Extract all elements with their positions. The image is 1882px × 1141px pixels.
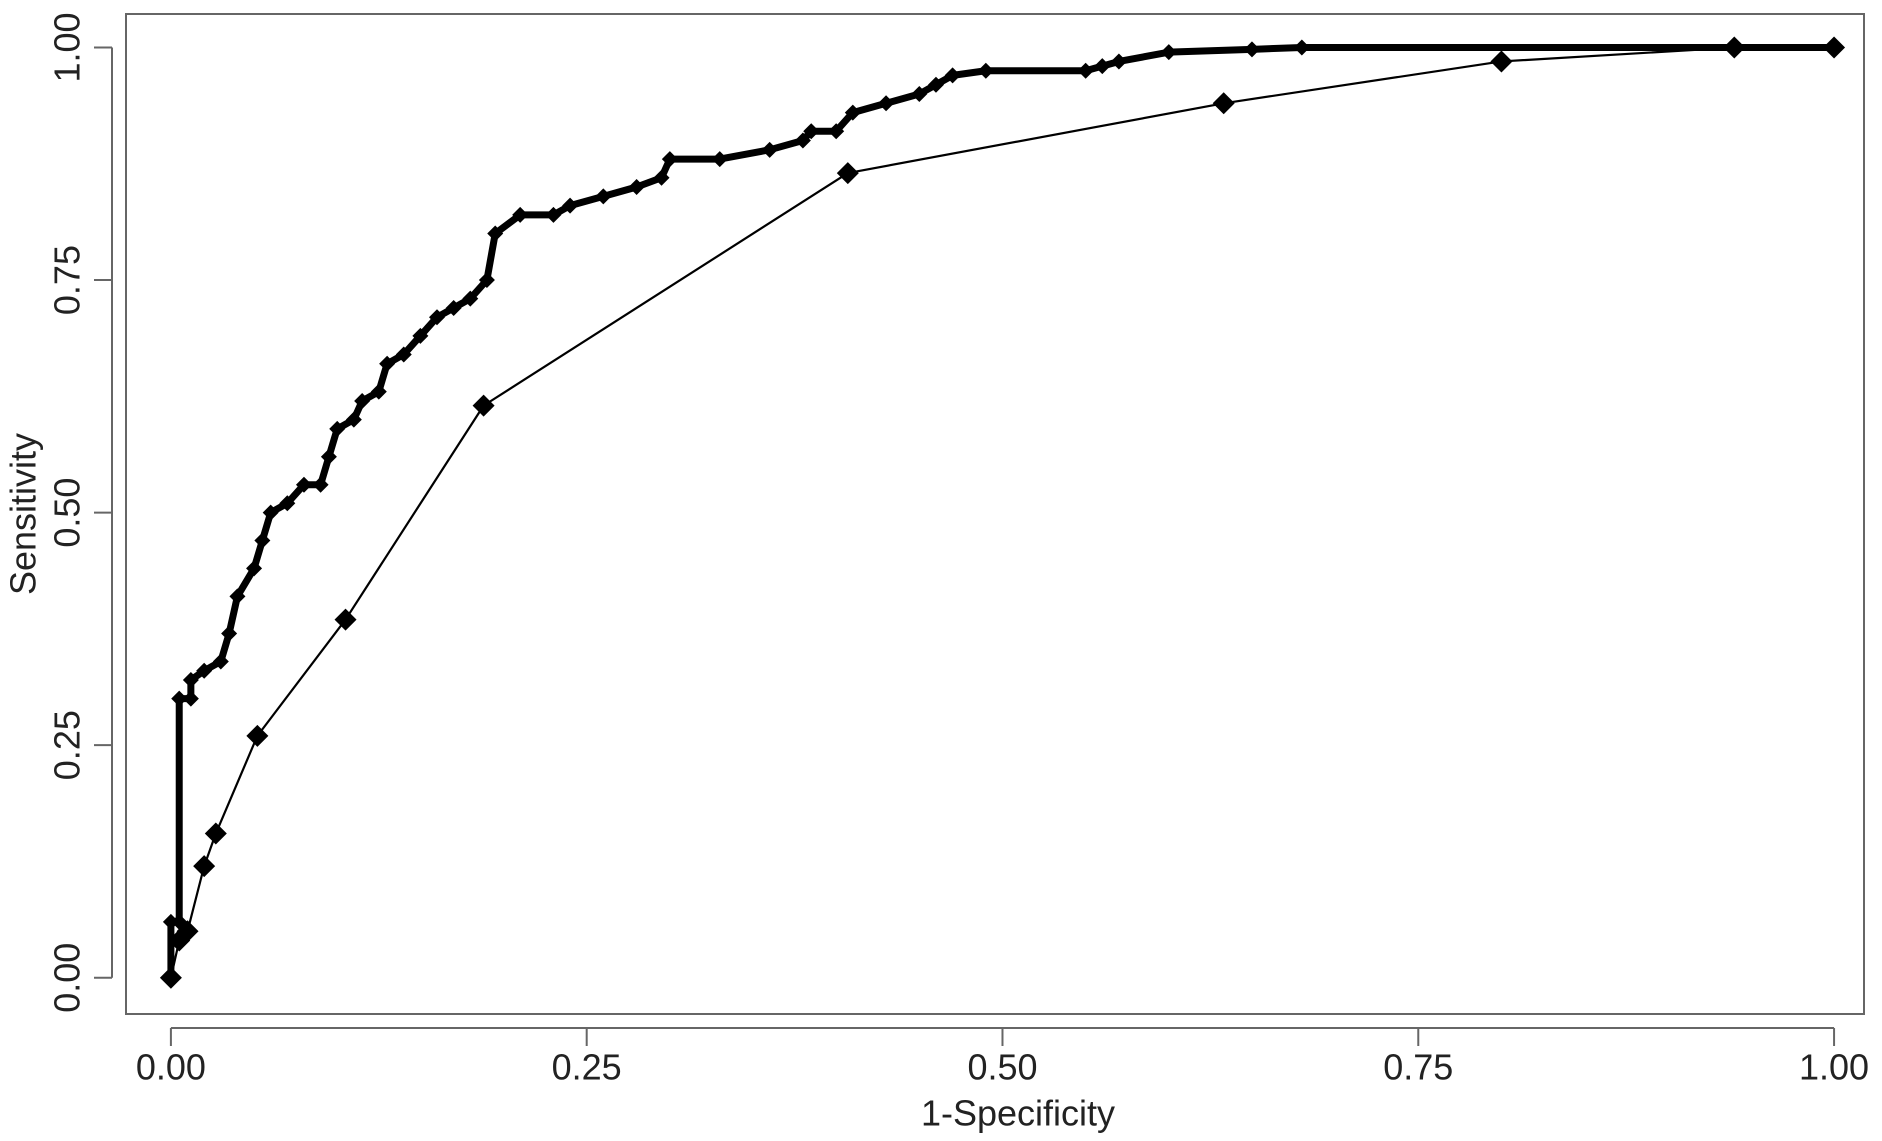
point-marker bbox=[927, 76, 944, 93]
y-tick-label: 0.75 bbox=[47, 245, 88, 315]
point-marker bbox=[345, 411, 362, 428]
point-marker bbox=[1293, 39, 1310, 56]
point-marker bbox=[229, 588, 246, 605]
point-marker bbox=[1823, 36, 1846, 59]
point-marker bbox=[182, 690, 199, 707]
point-marker bbox=[295, 476, 312, 493]
point-marker bbox=[1212, 92, 1235, 115]
point-marker bbox=[761, 141, 778, 158]
point-marker bbox=[478, 272, 495, 289]
point-marker bbox=[836, 162, 859, 185]
point-marker bbox=[472, 394, 495, 417]
point-marker bbox=[254, 532, 271, 549]
plot-frame bbox=[125, 13, 1865, 1015]
point-marker bbox=[162, 913, 179, 930]
x-tick-label: 0.00 bbox=[136, 1047, 206, 1088]
x-tick-label: 1.00 bbox=[1799, 1047, 1869, 1088]
y-axis-title: Sensitivity bbox=[3, 433, 44, 595]
point-marker bbox=[944, 67, 961, 84]
point-marker bbox=[595, 188, 612, 205]
point-marker bbox=[653, 169, 670, 186]
point-marker bbox=[545, 206, 562, 223]
point-marker bbox=[794, 132, 811, 149]
point-marker bbox=[711, 151, 728, 168]
point-marker bbox=[429, 309, 446, 326]
x-tick-label: 0.75 bbox=[1383, 1047, 1453, 1088]
point-marker bbox=[878, 95, 895, 112]
point-marker bbox=[1243, 41, 1260, 58]
point-marker bbox=[412, 327, 429, 344]
point-marker bbox=[159, 966, 182, 989]
point-marker bbox=[911, 86, 928, 102]
point-marker bbox=[1094, 58, 1111, 75]
x-axis-title: 1-Specificity bbox=[921, 1093, 1115, 1134]
point-marker bbox=[628, 179, 645, 196]
point-marker bbox=[828, 123, 845, 140]
point-marker bbox=[395, 346, 412, 363]
point-marker bbox=[171, 690, 188, 707]
point-marker bbox=[1160, 44, 1177, 61]
point-marker bbox=[312, 476, 329, 493]
y-tick-label: 0.50 bbox=[47, 478, 88, 548]
point-marker bbox=[379, 355, 396, 372]
point-marker bbox=[212, 653, 229, 670]
y-tick-label: 0.00 bbox=[47, 943, 88, 1013]
point-marker bbox=[354, 392, 371, 409]
point-marker bbox=[221, 625, 238, 642]
point-marker bbox=[462, 290, 479, 307]
x-tick-label: 0.50 bbox=[967, 1047, 1037, 1088]
point-marker bbox=[844, 104, 861, 121]
point-marker bbox=[661, 151, 678, 168]
point-marker bbox=[1490, 50, 1513, 73]
point-marker bbox=[445, 299, 462, 316]
point-marker bbox=[329, 420, 346, 437]
point-marker bbox=[262, 504, 279, 521]
point-marker bbox=[204, 822, 227, 845]
point-marker bbox=[512, 206, 529, 223]
point-marker bbox=[370, 383, 387, 400]
point-marker bbox=[196, 662, 213, 679]
point-marker bbox=[320, 448, 337, 465]
point-marker bbox=[562, 197, 579, 214]
point-marker bbox=[176, 920, 199, 943]
x-tick-label: 0.25 bbox=[552, 1047, 622, 1088]
point-marker bbox=[1110, 53, 1127, 70]
point-marker bbox=[487, 225, 504, 242]
series-line bbox=[167, 43, 1835, 978]
point-marker bbox=[182, 672, 199, 689]
y-tick-label: 0.25 bbox=[47, 710, 88, 780]
y-tick-label: 1.00 bbox=[47, 12, 88, 82]
series-line bbox=[169, 46, 1835, 978]
point-marker bbox=[279, 495, 296, 512]
point-marker bbox=[193, 855, 216, 878]
point-marker bbox=[334, 608, 357, 631]
point-marker bbox=[1077, 62, 1094, 79]
point-marker bbox=[1723, 36, 1746, 59]
point-marker bbox=[246, 560, 263, 577]
point-marker bbox=[803, 123, 820, 140]
point-marker bbox=[977, 62, 994, 79]
point-marker bbox=[246, 724, 269, 747]
